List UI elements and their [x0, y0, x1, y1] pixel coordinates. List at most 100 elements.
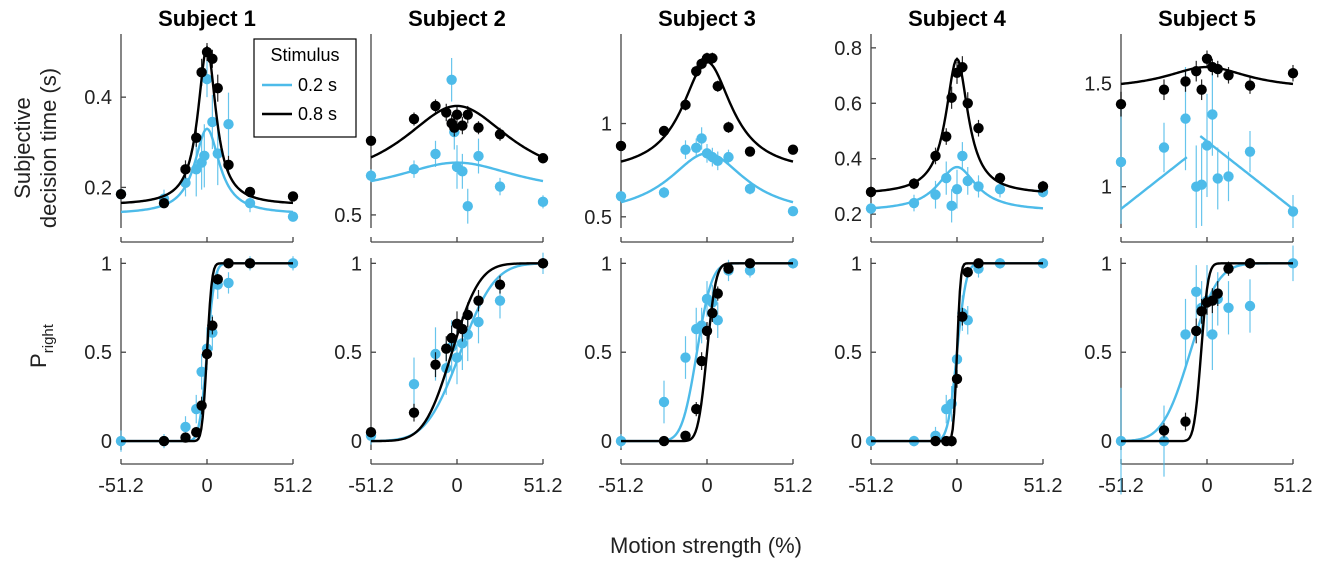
data-point: [787, 144, 799, 155]
fit-curve: [1121, 262, 1293, 443]
data-point: [180, 432, 191, 443]
data-point: [1212, 288, 1223, 299]
y-tick-label: 1: [601, 253, 612, 275]
data-point: [462, 201, 473, 212]
data-point: [1287, 68, 1299, 79]
data-point: [196, 366, 207, 377]
data-point: [1244, 258, 1256, 269]
y-tick-label: 0.5: [334, 342, 362, 364]
x-tick-label: -51.2: [848, 475, 894, 497]
data-point: [951, 184, 963, 195]
data-point: [680, 352, 691, 363]
data-point: [930, 150, 941, 162]
data-point: [787, 206, 799, 217]
data-point: [494, 295, 506, 306]
data-point: [1223, 263, 1234, 274]
data-point: [287, 211, 299, 222]
data-point: [223, 277, 234, 289]
legend-box: [253, 38, 357, 138]
data-point: [941, 172, 952, 184]
data-point: [115, 188, 127, 200]
x-axis-label: Motion strength (%): [610, 533, 802, 558]
data-point: [908, 178, 920, 189]
y-tick-label: 0.5: [834, 342, 862, 364]
data-point: [941, 131, 952, 142]
data-point: [473, 295, 484, 306]
x-tick-label: 51.2: [524, 475, 563, 497]
panel-time-1: Subject 1 0.2 0.4: [84, 6, 299, 243]
y-tick-label: 0.6: [834, 93, 862, 115]
y-axis-label-bottom-main: P: [26, 353, 51, 368]
x-tick-label: 51.2: [1024, 475, 1063, 497]
y-tick-label: 0.2: [834, 204, 862, 226]
data-point: [408, 379, 420, 390]
data-point: [408, 407, 420, 418]
data-point: [712, 315, 723, 326]
data-point: [691, 403, 702, 415]
x-tick-label: 51.2: [774, 475, 813, 497]
panels: Subject 1 0.2 0.4 Subject 2 0.5 Subject 3 0.5 1…: [84, 6, 1312, 497]
data-point: [1223, 171, 1234, 182]
data-point: [196, 67, 207, 78]
data-point: [365, 427, 377, 438]
data-point: [744, 183, 756, 195]
x-tick-label: 0: [951, 475, 962, 497]
data-point: [473, 316, 484, 328]
y-tick-label: 0.5: [584, 342, 612, 364]
data-point: [946, 200, 957, 212]
y-tick-label: 1: [1101, 253, 1112, 275]
data-point: [1180, 76, 1191, 87]
data-point: [723, 151, 734, 163]
data-point: [1180, 329, 1191, 340]
data-point: [658, 125, 670, 137]
panel-pright-3: 0 0.5 1 -51.2 0 51.2: [584, 253, 812, 497]
data-point: [473, 150, 484, 162]
y-tick-label: 1: [1101, 177, 1112, 199]
y-tick-label: 0: [351, 431, 362, 453]
data-point: [962, 175, 973, 187]
data-point: [207, 116, 218, 128]
x-tick-label: 51.2: [274, 475, 313, 497]
panel-pright-1: 0 0.5 1 -51.2 0 51.2: [84, 253, 312, 497]
y-tick-label: 0.8: [834, 38, 862, 60]
data-point: [365, 135, 377, 147]
data-point: [462, 109, 473, 120]
fit-curve: [871, 262, 1043, 443]
data-point: [680, 144, 691, 155]
data-point: [701, 325, 713, 337]
fit-curve: [870, 165, 1044, 210]
data-point: [457, 120, 468, 131]
data-point: [1201, 53, 1213, 64]
fit-curve: [870, 57, 1044, 193]
data-point: [223, 258, 234, 269]
y-tick-label: 0.5: [84, 342, 112, 364]
data-point: [191, 132, 202, 143]
data-point: [712, 81, 723, 92]
x-tick-label: 51.2: [1274, 475, 1313, 497]
data-point: [244, 258, 256, 269]
data-point: [744, 258, 756, 269]
data-point: [1196, 84, 1207, 95]
y-tick-label: 0: [601, 431, 612, 453]
data-point: [744, 265, 756, 276]
data-point: [615, 191, 627, 202]
data-point: [973, 123, 984, 134]
panel-time-5: Subject 5 1 1.5: [1084, 6, 1299, 243]
data-point: [1180, 416, 1191, 427]
data-point: [451, 352, 463, 363]
y-axis-label-top-line2: decision time (s): [36, 68, 61, 228]
legend-label-long: 0.8 s: [298, 104, 337, 124]
legend-title: Stimulus: [270, 45, 339, 65]
data-point: [744, 146, 756, 157]
data-point: [930, 435, 941, 447]
data-point: [973, 258, 984, 269]
y-tick-label: 1: [851, 253, 862, 275]
data-point: [615, 140, 627, 152]
data-point: [199, 150, 210, 162]
panel-title: Subject 2: [408, 6, 506, 31]
fit-curve: [1120, 65, 1294, 86]
y-tick-label: 1: [101, 253, 112, 275]
data-point: [207, 320, 218, 331]
data-point: [1244, 80, 1256, 91]
data-point: [1212, 173, 1223, 184]
